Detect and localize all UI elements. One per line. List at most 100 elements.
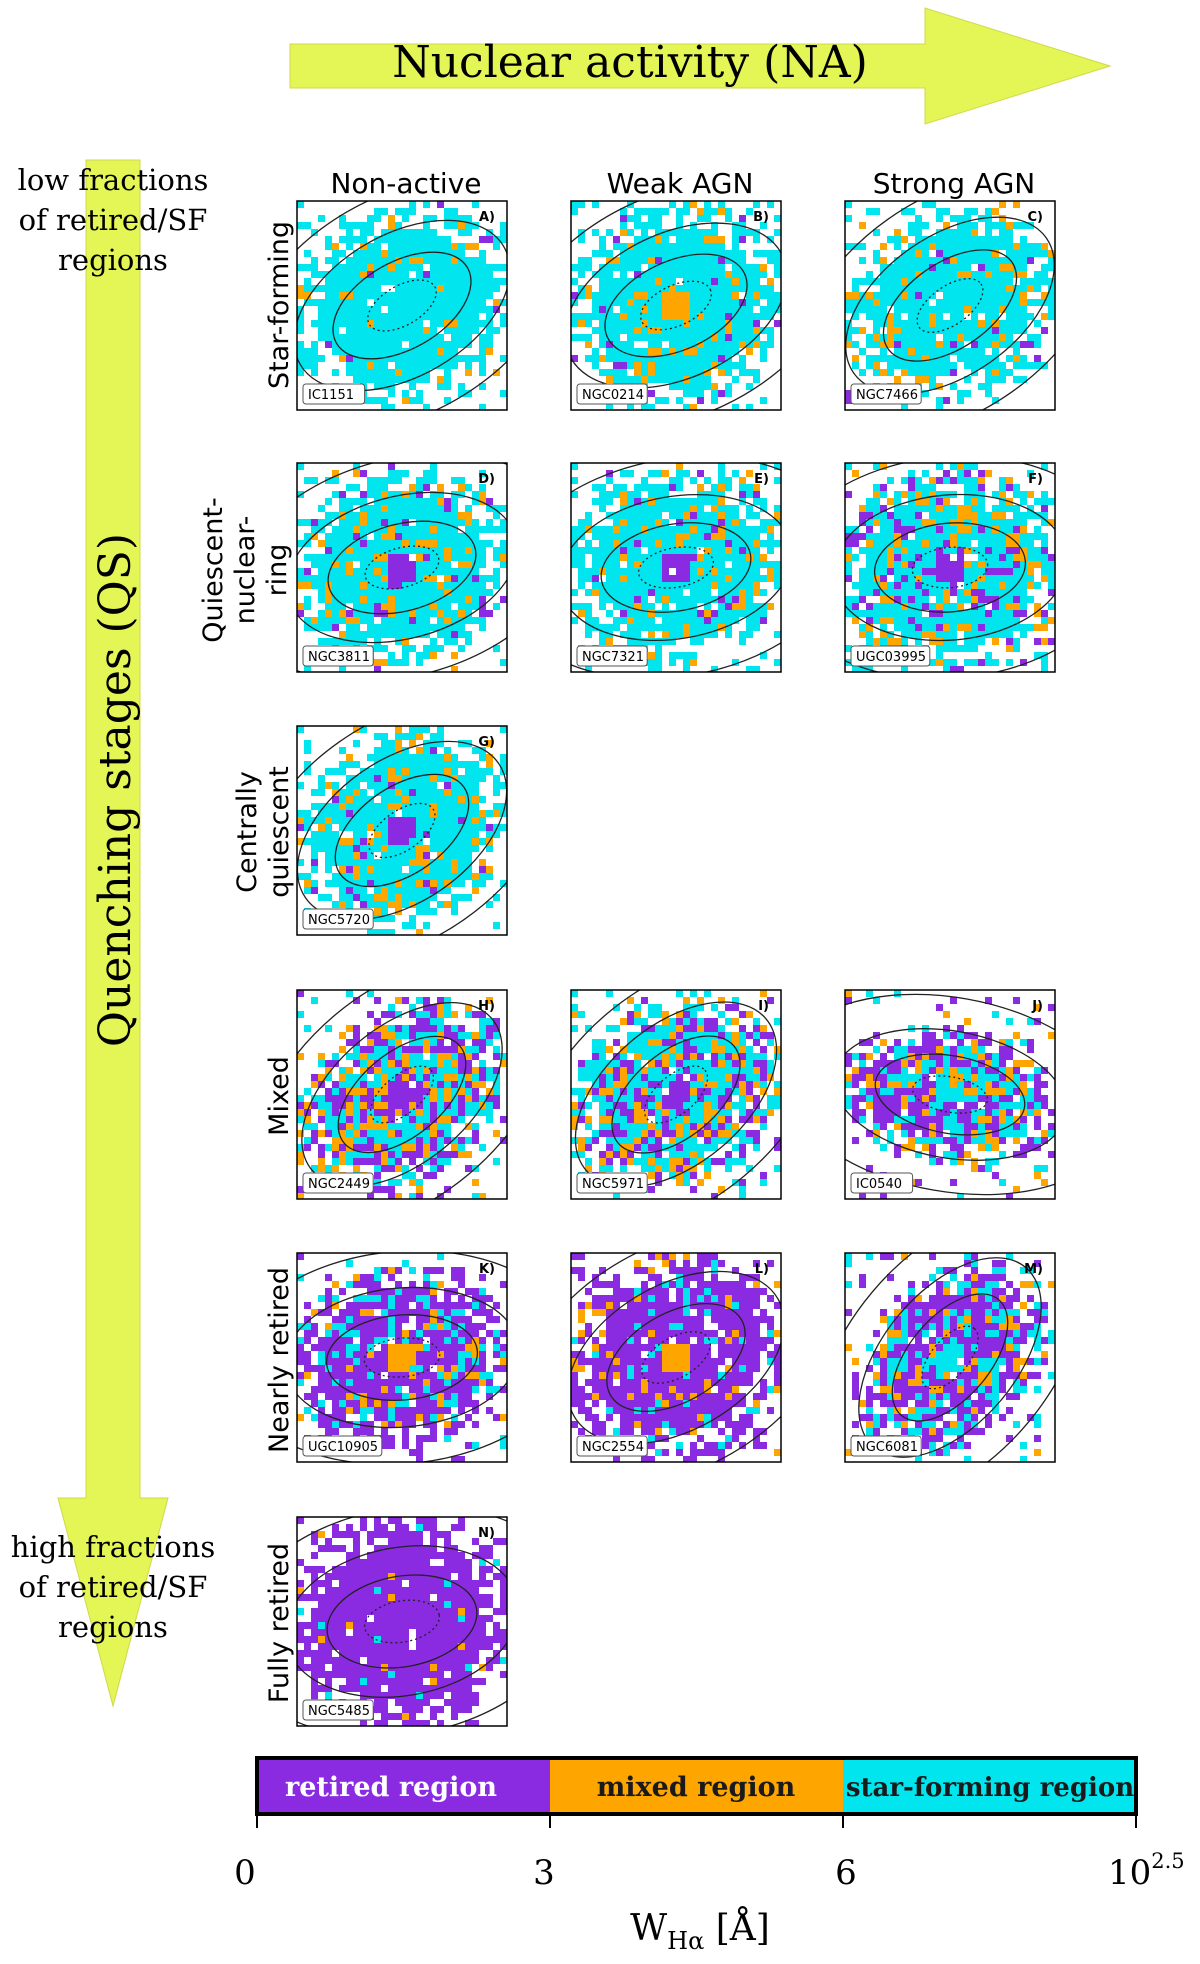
spaxel bbox=[662, 519, 669, 526]
spaxel bbox=[297, 568, 304, 575]
spaxel bbox=[423, 299, 430, 306]
spaxel bbox=[1013, 645, 1020, 652]
spaxel bbox=[332, 624, 339, 631]
spaxel bbox=[908, 243, 915, 250]
spaxel bbox=[409, 887, 416, 894]
spaxel bbox=[634, 243, 641, 250]
spaxel bbox=[936, 257, 943, 264]
spaxel bbox=[311, 362, 318, 369]
spaxel bbox=[634, 631, 641, 638]
spaxel bbox=[409, 1067, 416, 1074]
spaxel bbox=[690, 575, 697, 582]
spaxel bbox=[423, 1011, 430, 1018]
spaxel bbox=[627, 624, 634, 631]
spaxel bbox=[704, 348, 711, 355]
spaxel bbox=[437, 617, 444, 624]
spaxel bbox=[479, 1095, 486, 1102]
spaxel bbox=[641, 519, 648, 526]
spaxel bbox=[929, 201, 936, 208]
spaxel bbox=[683, 390, 690, 397]
spaxel bbox=[936, 264, 943, 271]
spaxel bbox=[360, 512, 367, 519]
spaxel bbox=[353, 997, 360, 1004]
spaxel bbox=[437, 838, 444, 845]
spaxel bbox=[648, 313, 655, 320]
spaxel bbox=[437, 257, 444, 264]
spaxel bbox=[395, 901, 402, 908]
spaxel bbox=[915, 236, 922, 243]
spaxel bbox=[423, 859, 430, 866]
spaxel bbox=[985, 222, 992, 229]
spaxel bbox=[950, 250, 957, 257]
spaxel bbox=[472, 1179, 479, 1186]
spaxel bbox=[599, 1039, 606, 1046]
spaxel bbox=[669, 1032, 676, 1039]
spaxel bbox=[936, 383, 943, 390]
spaxel bbox=[606, 285, 613, 292]
spaxel bbox=[1020, 533, 1027, 540]
spaxel bbox=[725, 362, 732, 369]
spaxel bbox=[985, 659, 992, 666]
spaxel bbox=[353, 348, 360, 355]
spaxel bbox=[992, 320, 999, 327]
spaxel bbox=[388, 547, 395, 554]
spaxel bbox=[641, 561, 648, 568]
spaxel bbox=[416, 652, 423, 659]
spaxel bbox=[753, 236, 760, 243]
spaxel bbox=[339, 582, 346, 589]
spaxel bbox=[402, 1060, 409, 1067]
spaxel bbox=[655, 320, 662, 327]
spaxel bbox=[360, 369, 367, 376]
spaxel bbox=[416, 1025, 423, 1032]
spaxel bbox=[690, 540, 697, 547]
spaxel bbox=[936, 369, 943, 376]
spaxel bbox=[704, 208, 711, 215]
spaxel bbox=[430, 278, 437, 285]
spaxel bbox=[683, 229, 690, 236]
spaxel bbox=[936, 271, 943, 278]
spaxel bbox=[318, 894, 325, 901]
spaxel bbox=[908, 327, 915, 334]
spaxel bbox=[493, 603, 500, 610]
spaxel bbox=[852, 327, 859, 334]
spaxel bbox=[1048, 519, 1055, 526]
spaxel bbox=[402, 617, 409, 624]
spaxel bbox=[423, 1102, 430, 1109]
spaxel bbox=[409, 859, 416, 866]
spaxel bbox=[999, 201, 1006, 208]
spaxel bbox=[1034, 271, 1041, 278]
spaxel bbox=[887, 582, 894, 589]
spaxel bbox=[887, 369, 894, 376]
spaxel bbox=[592, 348, 599, 355]
spaxel bbox=[472, 582, 479, 589]
spaxel bbox=[662, 484, 669, 491]
spaxel bbox=[985, 383, 992, 390]
spaxel bbox=[901, 638, 908, 645]
spaxel bbox=[423, 1060, 430, 1067]
spaxel bbox=[402, 1095, 409, 1102]
spaxel bbox=[318, 568, 325, 575]
spaxel bbox=[894, 376, 901, 383]
spaxel bbox=[936, 362, 943, 369]
spaxel bbox=[999, 519, 1006, 526]
spaxel bbox=[760, 1032, 767, 1039]
spaxel bbox=[395, 1095, 402, 1102]
spaxel bbox=[725, 1053, 732, 1060]
spaxel bbox=[304, 278, 311, 285]
spaxel bbox=[718, 561, 725, 568]
spaxel bbox=[676, 320, 683, 327]
spaxel bbox=[634, 540, 641, 547]
spaxel bbox=[971, 512, 978, 519]
spaxel bbox=[465, 1060, 472, 1067]
contour-ellipse bbox=[911, 546, 989, 589]
spaxel bbox=[999, 505, 1006, 512]
spaxel bbox=[367, 477, 374, 484]
spaxel bbox=[430, 1102, 437, 1109]
spaxel bbox=[367, 229, 374, 236]
quenching-stages-arrow bbox=[57, 159, 169, 1708]
spaxel bbox=[725, 1039, 732, 1046]
spaxel bbox=[437, 568, 444, 575]
spaxel bbox=[297, 292, 304, 299]
spaxel bbox=[718, 491, 725, 498]
spaxel bbox=[465, 222, 472, 229]
